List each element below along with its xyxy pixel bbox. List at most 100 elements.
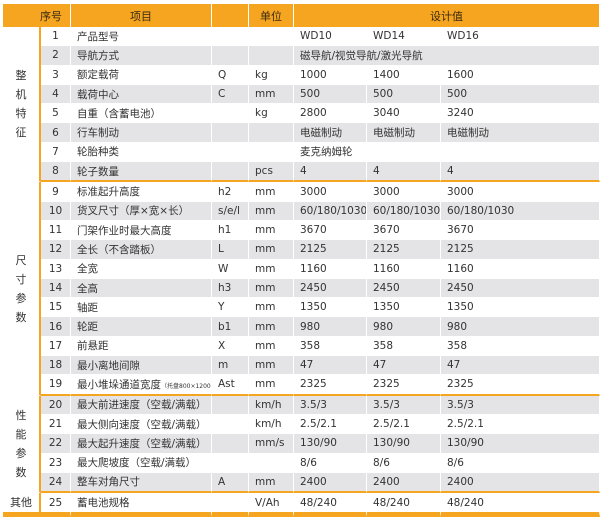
row-value: 358 <box>294 336 367 357</box>
row-item: 最大侧向速度（空载/满载） <box>71 414 212 435</box>
row-item: 整车对角尺寸 <box>71 472 212 494</box>
row-seq: 13 <box>41 259 71 279</box>
row-value: 500 <box>294 84 367 105</box>
row-seq: 17 <box>41 336 71 357</box>
row-seq: 1 <box>41 27 71 47</box>
row-item: 行车制动 <box>71 123 212 143</box>
row-item: 全长（不含踏板） <box>71 240 212 260</box>
row-value: 3.5/3 <box>367 395 441 415</box>
row-value: 2325 <box>367 375 441 396</box>
row-value: WD16 <box>441 27 601 47</box>
row-item-text: 全宽 <box>77 263 98 276</box>
row-value: 2125 <box>367 240 441 260</box>
group-label-text: 性 能 参 数 <box>15 408 27 479</box>
row-value: 3000 <box>441 182 601 202</box>
header-symbol <box>212 4 249 27</box>
row-value: 8/6 <box>294 453 367 473</box>
row-symbol <box>212 46 249 66</box>
row-value: 4 <box>441 162 601 183</box>
row-unit: mm <box>249 182 294 202</box>
row-item: 全宽 <box>71 259 212 279</box>
row-unit: mm <box>249 317 294 337</box>
table-row: 其他 25 蓄电池规格 V/Ah 48/240 48/240 48/240 <box>3 493 601 517</box>
row-item-text: 轮距 <box>77 321 98 334</box>
row-item-text: 标准起升高度 <box>77 186 140 199</box>
row-item: 蓄电池规格 <box>71 493 212 517</box>
row-value: 358 <box>367 336 441 357</box>
row-symbol <box>212 162 249 183</box>
row-symbol <box>212 453 249 473</box>
row-item: 最大起升速度（空载/满载） <box>71 434 212 454</box>
row-value: 电磁制动 <box>441 123 601 143</box>
row-value: 2125 <box>441 240 601 260</box>
row-item: 轮子数量 <box>71 162 212 183</box>
row-symbol: h1 <box>212 220 249 241</box>
row-item-text: 载荷中心 <box>77 88 119 101</box>
row-symbol: X <box>212 336 249 357</box>
header-unit: 单位 <box>249 4 294 27</box>
row-item: 最小堆垛通道宽度（托盘800×1200） <box>71 375 212 396</box>
row-unit: km/h <box>249 414 294 435</box>
row-item-note: （托盘800×1200） <box>161 382 212 390</box>
row-item-text: 轴距 <box>77 301 98 314</box>
row-item-text: 轮子数量 <box>77 165 119 178</box>
row-unit: mm <box>249 84 294 105</box>
row-item-text: 产品型号 <box>77 30 119 43</box>
header-row: 序号 项目 单位 设计值 <box>3 4 601 27</box>
row-value: 2.5/2.1 <box>441 414 601 435</box>
group-label: 性 能 参 数 <box>3 395 41 494</box>
row-seq: 23 <box>41 453 71 473</box>
row-unit: kg <box>249 104 294 124</box>
row-value: 3040 <box>367 104 441 124</box>
row-item: 最大前进速度（空载/满载） <box>71 395 212 415</box>
row-seq: 19 <box>41 375 71 396</box>
row-value: 1600 <box>441 65 601 85</box>
row-value: 60/180/1030 <box>441 201 601 221</box>
header-design: 设计值 <box>294 4 601 27</box>
row-symbol <box>212 493 249 517</box>
row-unit <box>249 123 294 143</box>
row-item-text: 轮胎种类 <box>77 146 119 159</box>
row-seq: 24 <box>41 472 71 494</box>
row-item: 载荷中心 <box>71 84 212 105</box>
row-item-text: 整车对角尺寸 <box>77 476 140 489</box>
row-value: 48/240 <box>367 493 441 517</box>
table-row: 8 轮子数量 pcs 4 4 4 <box>3 162 601 183</box>
table-row: 18 最小离地间隙 m mm 47 47 47 <box>3 356 601 376</box>
row-unit: mm <box>249 298 294 318</box>
row-seq: 7 <box>41 142 71 163</box>
row-item-text: 蓄电池规格 <box>77 497 130 510</box>
row-value: 980 <box>294 317 367 337</box>
row-value: 358 <box>441 336 601 357</box>
row-unit: mm <box>249 356 294 376</box>
row-symbol: A <box>212 472 249 494</box>
row-item-text: 最小堆垛通道宽度 <box>77 378 161 391</box>
row-value: 48/240 <box>294 493 367 517</box>
row-item-text: 行车制动 <box>77 127 119 140</box>
row-value: 2800 <box>294 104 367 124</box>
spec-table: 序号 项目 单位 设计值 整 机 特 征 1 产品型号 WD10 WD14 WD16 2 导航… <box>3 4 601 517</box>
row-value-merged: 麦克纳姆轮 <box>294 142 601 163</box>
row-value: 1160 <box>367 259 441 279</box>
table-row: 7 轮胎种类 麦克纳姆轮 <box>3 142 601 163</box>
row-symbol: h3 <box>212 278 249 299</box>
row-value: 1350 <box>441 298 601 318</box>
row-value: 130/90 <box>367 434 441 454</box>
row-unit: V/Ah <box>249 493 294 517</box>
row-seq: 14 <box>41 278 71 299</box>
row-value: 8/6 <box>367 453 441 473</box>
row-value: 500 <box>441 84 601 105</box>
row-item: 产品型号 <box>71 27 212 47</box>
row-unit: mm <box>249 278 294 299</box>
row-item-text: 最大起升速度（空载/满载） <box>77 437 207 450</box>
row-value: 1350 <box>294 298 367 318</box>
table-row: 11 门架作业时最大高度 h1 mm 3670 3670 3670 <box>3 220 601 241</box>
row-value: 3670 <box>441 220 601 241</box>
row-value: 2325 <box>294 375 367 396</box>
row-symbol <box>212 104 249 124</box>
row-value: 2.5/2.1 <box>294 414 367 435</box>
row-unit: mm <box>249 375 294 396</box>
